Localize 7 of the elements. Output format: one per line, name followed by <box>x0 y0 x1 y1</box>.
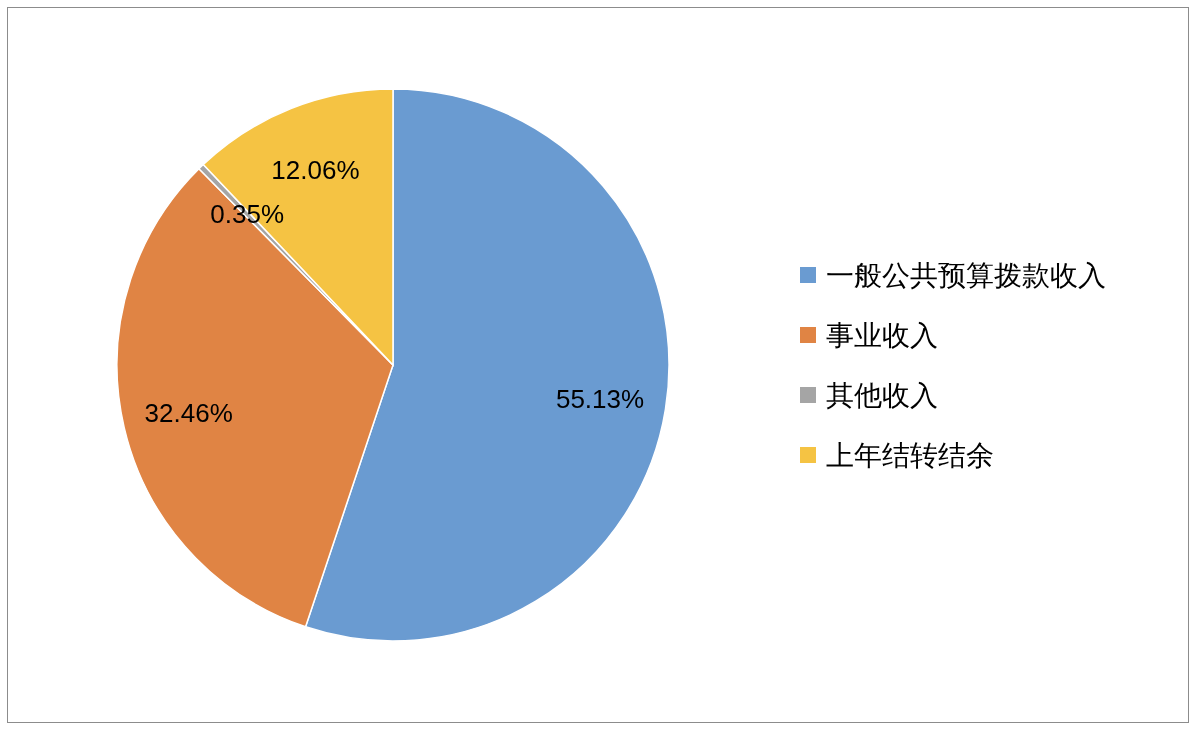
legend-label: 上年结转结余 <box>826 439 994 471</box>
legend-label: 其他收入 <box>826 379 938 411</box>
legend-label: 事业收入 <box>826 319 938 351</box>
data-label: 55.13% <box>555 383 645 414</box>
data-label: 32.46% <box>144 397 233 428</box>
legend-label: 一般公共预算拨款收入 <box>826 259 1106 291</box>
data-label: 12.06% <box>271 155 360 186</box>
